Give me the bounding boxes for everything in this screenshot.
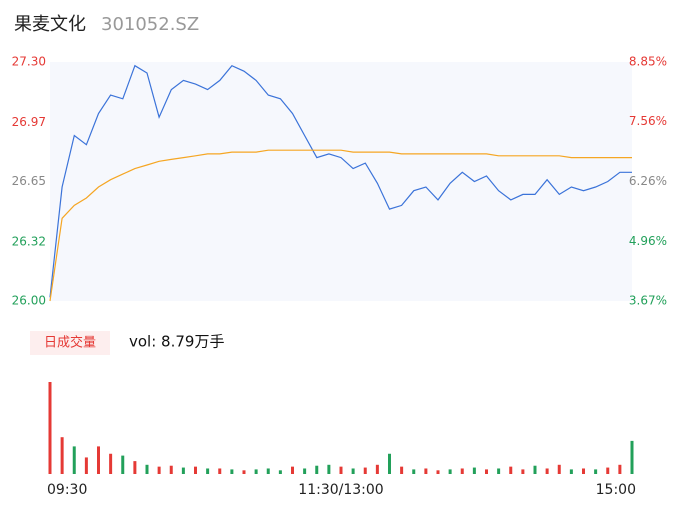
volume-bar	[557, 464, 561, 474]
volume-bar	[254, 469, 258, 474]
price-line	[49, 149, 632, 302]
volume-bar	[157, 466, 161, 474]
volume-bar	[569, 469, 573, 474]
y2-tick-label: 7.56%	[629, 114, 667, 128]
volume-bar	[339, 466, 343, 474]
volume-bar	[618, 464, 622, 474]
volume-bar	[388, 453, 391, 474]
volume-bar	[606, 467, 610, 474]
volume-bar	[230, 469, 234, 474]
volume-bar	[363, 467, 367, 474]
y2-tick-label: 4.96%	[629, 234, 667, 248]
y-tick-label: 26.32	[12, 235, 46, 249]
volume-bar	[72, 446, 76, 474]
volume-bar	[145, 464, 149, 474]
volume-bar	[169, 465, 173, 474]
volume-bar	[436, 470, 440, 474]
volume-bar	[460, 468, 464, 474]
volume-bar	[485, 469, 488, 474]
volume-bar	[218, 468, 222, 474]
volume-bar	[194, 466, 197, 474]
y2-tick-label: 8.85%	[629, 55, 667, 69]
x-tick-label: 09:30	[47, 482, 87, 498]
volume-bar	[327, 464, 331, 474]
legend-box	[30, 331, 110, 355]
volume-bar	[60, 437, 64, 474]
plot-background	[50, 62, 632, 301]
y-tick-label: 26.65	[12, 174, 46, 188]
volume-bar	[242, 470, 246, 474]
volume-bar	[533, 465, 537, 474]
volume-bar	[375, 464, 379, 474]
volume-bar	[400, 466, 404, 474]
volume-bar	[303, 468, 307, 474]
volume-bar	[497, 468, 501, 474]
volume-bar	[109, 453, 113, 474]
volume-bar	[594, 469, 598, 474]
y2-tick-label: 6.26%	[629, 174, 667, 188]
volume-bar	[121, 455, 125, 474]
volume-bar	[582, 468, 585, 474]
volume-bar	[545, 468, 549, 474]
volume-bar	[509, 466, 513, 474]
volume-bar	[133, 461, 137, 474]
volume-bar	[448, 469, 452, 474]
volume-bar	[206, 468, 210, 474]
price-line	[49, 64, 632, 298]
y-tick-label: 26.00	[12, 294, 46, 308]
volume-bar	[278, 470, 282, 474]
volume-total: vol: 8.79万手	[129, 333, 224, 351]
volume-legend: 日成交量	[44, 335, 96, 351]
y-tick-label: 27.30	[12, 55, 46, 69]
stock-name: 果麦文化	[14, 14, 86, 35]
volume-bar	[315, 465, 319, 474]
volume-bar	[472, 467, 476, 474]
volume-bar	[48, 382, 52, 474]
volume-bar	[181, 467, 185, 474]
y2-tick-label: 3.67%	[629, 294, 667, 308]
volume-bar	[351, 468, 355, 474]
volume-bar	[424, 468, 428, 474]
volume-bar	[84, 457, 88, 474]
volume-bar	[630, 440, 634, 474]
stock-code: 301052.SZ	[101, 14, 199, 35]
volume-bar	[412, 469, 416, 474]
volume-bar	[97, 446, 100, 474]
x-tick-label: 15:00	[596, 482, 636, 498]
y-tick-label: 26.97	[12, 115, 46, 129]
x-tick-label: 11:30/13:00	[298, 482, 383, 498]
volume-bar	[266, 468, 270, 474]
volume-bar	[291, 466, 294, 474]
volume-bar	[521, 469, 525, 474]
